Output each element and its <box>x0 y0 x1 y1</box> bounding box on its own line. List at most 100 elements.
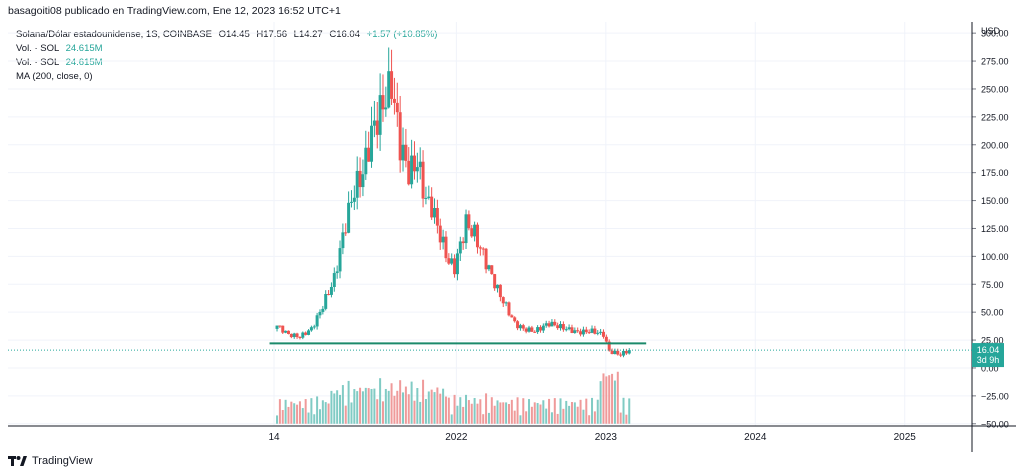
volume-bar <box>467 400 470 424</box>
candle-body <box>473 224 477 237</box>
candle-body <box>616 350 620 355</box>
volume-bar <box>436 387 439 424</box>
candle-body <box>278 325 282 327</box>
y-tick-label: 175.00 <box>981 168 1009 178</box>
volume-bar <box>622 397 625 424</box>
volume-label: Vol. · SOL <box>16 43 59 54</box>
volume-bar <box>542 400 545 424</box>
y-tick-label: 50.00 <box>981 308 1004 318</box>
volume-bar <box>459 397 462 424</box>
y-tick-label: 75.00 <box>981 280 1004 290</box>
volume-bar <box>341 385 344 424</box>
volume-bar <box>525 411 528 424</box>
candle-body <box>484 248 488 270</box>
volume-bar <box>327 403 330 424</box>
volume-indicator-2[interactable]: Vol. · SOL 24.615M <box>16 56 437 70</box>
candle-body <box>593 328 597 334</box>
volume-bar <box>536 403 539 424</box>
y-tick-label: 300.00 <box>981 29 1009 39</box>
candle-body <box>584 329 588 333</box>
volume-bar <box>284 399 287 424</box>
candle-body <box>407 160 411 185</box>
volume-bar <box>522 398 525 424</box>
candle-body <box>496 284 500 289</box>
candle-body <box>370 125 374 162</box>
volume-bar <box>565 400 568 424</box>
candle-body <box>607 341 611 351</box>
symbol-row: Solana/Dólar estadounidense, 1S, COINBAS… <box>16 28 437 42</box>
candle-body <box>352 197 356 202</box>
candle-body <box>455 253 459 275</box>
candle-body <box>321 308 325 312</box>
candle-body <box>464 214 468 244</box>
candle-body <box>501 297 505 304</box>
candle-body <box>324 293 328 309</box>
candle-body <box>573 330 577 333</box>
volume-bar <box>313 414 316 424</box>
volume-bar <box>479 399 482 424</box>
candle-body <box>601 331 605 337</box>
candle-body <box>559 324 563 329</box>
y-tick-label: 150.00 <box>981 196 1009 206</box>
x-tick-label: 2022 <box>445 432 468 443</box>
currency-label: USD <box>981 26 1001 36</box>
volume-bar <box>487 412 490 424</box>
volume-bar <box>370 388 373 424</box>
volume-bar <box>530 406 533 424</box>
candle-body <box>390 71 394 99</box>
chart-legend: Solana/Dólar estadounidense, 1S, COINBAS… <box>16 28 437 84</box>
volume-bar <box>281 409 284 424</box>
volume-bar <box>422 379 425 424</box>
candle-body <box>329 286 333 295</box>
candle-body <box>587 332 591 334</box>
candle-body <box>487 265 491 270</box>
volume-bar <box>293 403 296 424</box>
volume-bar <box>510 399 513 424</box>
candle-body <box>298 337 302 339</box>
volume-indicator-1[interactable]: Vol. · SOL 24.615M <box>16 42 437 56</box>
symbol-name[interactable]: Solana/Dólar estadounidense, 1S, COINBAS… <box>16 29 212 40</box>
volume-bar <box>496 400 499 424</box>
price-chart[interactable]: 300.00 275.00 250.00 225.00 200.00 175.00 150.… <box>0 22 1024 452</box>
candle-body <box>481 248 485 250</box>
volume-bar <box>519 415 522 424</box>
volume-value: 24.615M <box>65 43 103 54</box>
volume-bar <box>442 388 445 424</box>
candle-body <box>398 112 402 161</box>
volume-bar <box>290 401 293 424</box>
volume-bar <box>413 400 416 424</box>
x-tick-label: 2023 <box>595 432 618 443</box>
volume-bar <box>324 402 327 424</box>
candle-body <box>627 350 631 354</box>
volume-bar <box>453 394 456 424</box>
volume-bar <box>390 383 393 424</box>
volume-bar <box>570 402 573 424</box>
volume-bar <box>367 388 370 424</box>
candle-body <box>375 120 379 135</box>
candle-body <box>335 271 339 274</box>
volume-bar <box>493 405 496 424</box>
volume-bar <box>321 400 324 424</box>
ma-indicator[interactable]: MA (200, close, 0) <box>16 70 437 84</box>
volume-bar <box>396 390 399 424</box>
volume-bar <box>533 402 536 424</box>
candle-body <box>358 170 362 188</box>
volume-bar <box>416 388 419 424</box>
volume-bar <box>588 415 591 424</box>
volume-bar <box>402 392 405 424</box>
candle-body <box>307 330 311 335</box>
volume-bar <box>333 393 336 424</box>
volume-bar <box>410 381 413 424</box>
volume-bar <box>450 414 453 424</box>
candle-body <box>510 315 514 318</box>
candle-body <box>444 236 448 259</box>
candle-body <box>312 326 316 328</box>
candle-body <box>447 258 451 264</box>
volume-bar <box>485 393 488 424</box>
candle-body <box>564 329 568 331</box>
volume-bar <box>330 390 333 424</box>
candle-body <box>361 174 365 188</box>
candle-body <box>524 328 528 332</box>
volume-bar <box>539 404 542 424</box>
ma-label: MA (200, close, 0) <box>16 71 93 82</box>
